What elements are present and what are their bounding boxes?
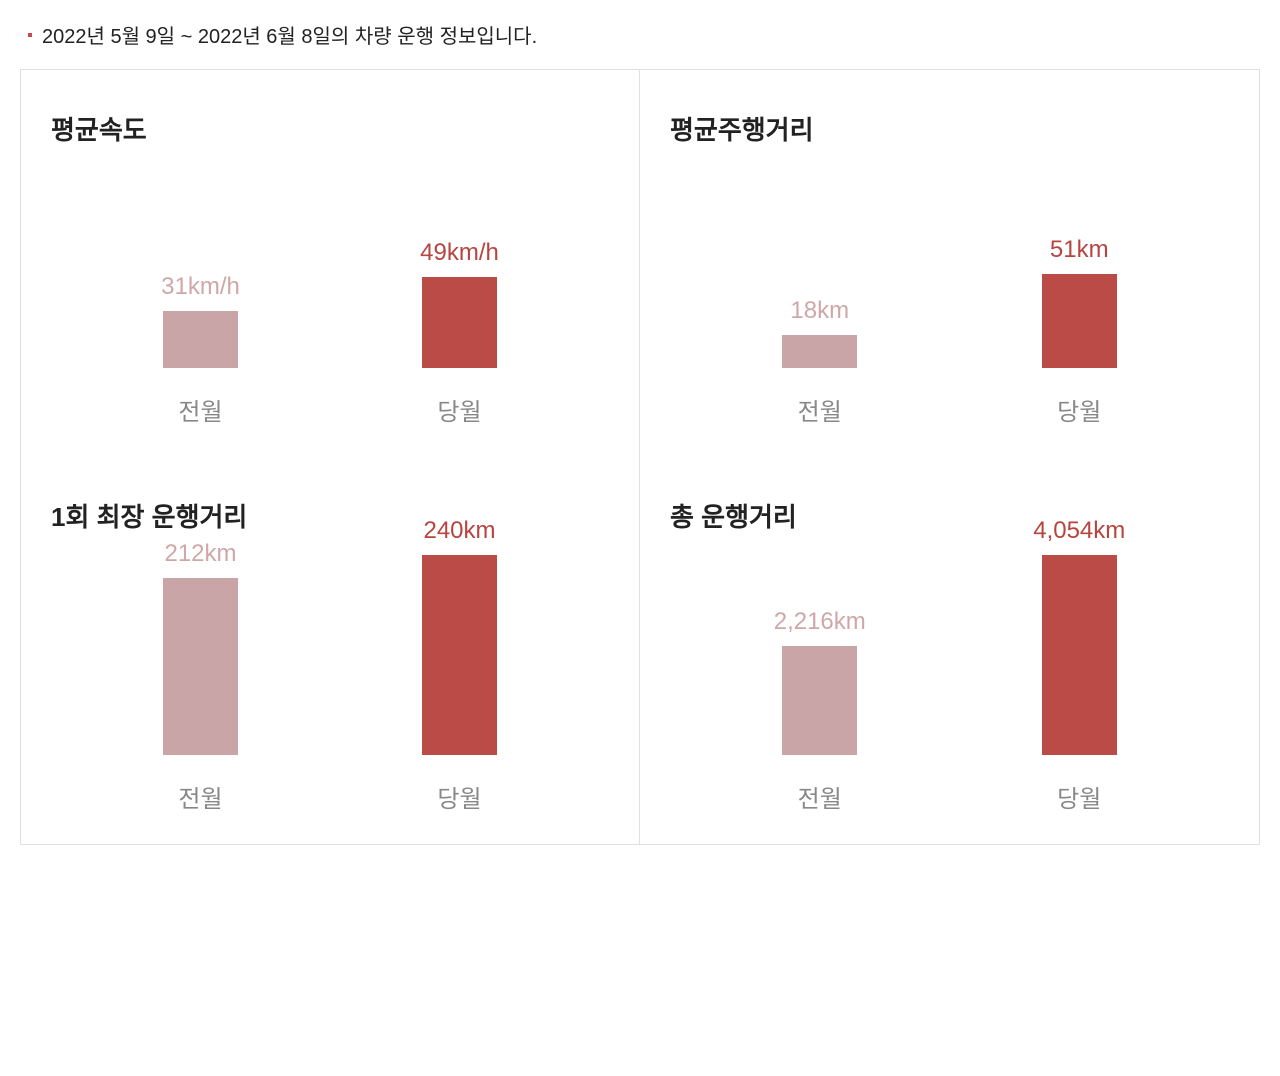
bar-value-prev: 18km	[790, 297, 849, 325]
bar-value-prev: 212km	[164, 540, 236, 568]
bar-label-curr: 당월	[437, 392, 481, 427]
bar-group-prev: 2,216km 전월	[690, 608, 950, 814]
bar-value-curr: 51km	[1050, 236, 1109, 264]
charts-grid: 평균속도 31km/h 전월 49km/h 당월 평균주행거리 18km 전월 …	[20, 69, 1260, 845]
chart-area: 2,216km 전월 4,054km 당월	[670, 574, 1229, 814]
bar-label-curr: 당월	[1057, 779, 1101, 814]
bar-rect-prev	[163, 578, 238, 755]
bar-group-curr: 51km 당월	[950, 236, 1210, 427]
bar-rect-curr	[1042, 274, 1117, 368]
bar-rect-prev	[782, 646, 857, 755]
chart-area: 31km/h 전월 49km/h 당월	[51, 187, 609, 427]
panel-title: 평균속도	[51, 110, 609, 147]
chart-area: 18km 전월 51km 당월	[670, 187, 1229, 427]
bar-value-curr: 4,054km	[1033, 517, 1125, 545]
bar-group-curr: 240km 당월	[330, 517, 589, 814]
bar-value-curr: 49km/h	[420, 239, 499, 267]
panel-max-distance: 1회 최장 운행거리 212km 전월 240km 당월	[21, 457, 640, 844]
header-text: 2022년 5월 9일 ~ 2022년 6월 8일의 차량 운행 정보입니다.	[42, 20, 537, 49]
bar-label-curr: 당월	[1057, 392, 1101, 427]
bar-group-curr: 4,054km 당월	[950, 517, 1210, 814]
bar-group-prev: 212km 전월	[71, 540, 330, 814]
bar-rect-curr	[422, 277, 497, 368]
panel-total-distance: 총 운행거리 2,216km 전월 4,054km 당월	[640, 457, 1259, 844]
bar-group-curr: 49km/h 당월	[330, 239, 589, 427]
bar-rect-curr	[1042, 555, 1117, 755]
panel-avg-speed: 평균속도 31km/h 전월 49km/h 당월	[21, 70, 640, 457]
bullet-icon	[28, 33, 32, 37]
bar-group-prev: 18km 전월	[690, 297, 950, 427]
bar-label-prev: 전월	[798, 779, 842, 814]
bar-label-prev: 전월	[798, 392, 842, 427]
bar-rect-prev	[782, 335, 857, 368]
bar-value-curr: 240km	[423, 517, 495, 545]
bar-group-prev: 31km/h 전월	[71, 273, 330, 427]
panel-avg-distance: 평균주행거리 18km 전월 51km 당월	[640, 70, 1259, 457]
header-line: 2022년 5월 9일 ~ 2022년 6월 8일의 차량 운행 정보입니다.	[20, 20, 1260, 49]
chart-area: 212km 전월 240km 당월	[51, 574, 609, 814]
bar-label-curr: 당월	[437, 779, 481, 814]
bar-rect-prev	[163, 311, 238, 368]
panel-title: 평균주행거리	[670, 110, 1229, 147]
bar-label-prev: 전월	[178, 779, 222, 814]
bar-rect-curr	[422, 555, 497, 755]
bar-value-prev: 31km/h	[161, 273, 240, 301]
bar-value-prev: 2,216km	[774, 608, 866, 636]
bar-label-prev: 전월	[178, 392, 222, 427]
